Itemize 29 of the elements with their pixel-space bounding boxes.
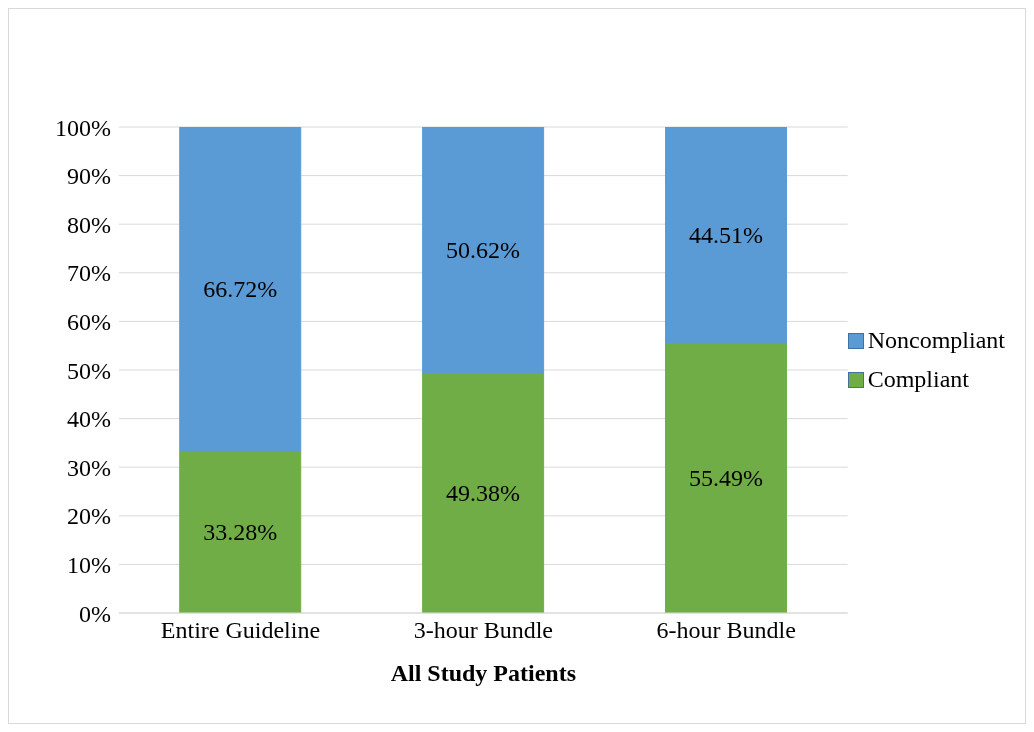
y-tick-label: 30% <box>67 454 111 481</box>
x-axis-title: All Study Patients <box>390 660 577 686</box>
y-tick-label: 10% <box>67 551 111 578</box>
y-tick-label: 60% <box>67 308 111 335</box>
legend-label: Compliant <box>867 366 970 393</box>
bar <box>665 342 788 613</box>
data-label: 66.72% <box>203 276 278 303</box>
x-tick-label: 3-hour Bundle <box>413 617 553 644</box>
bar <box>422 372 545 613</box>
data-label: 50.62% <box>446 237 521 264</box>
y-tick-label: 0% <box>79 600 111 627</box>
y-tick-label: 100% <box>55 114 111 141</box>
y-tick-label: 70% <box>67 260 111 287</box>
data-label: 33.28% <box>203 519 278 546</box>
y-tick-label: 50% <box>67 357 111 384</box>
bar <box>665 127 788 344</box>
y-tick-label: 90% <box>67 163 111 190</box>
bar <box>422 127 545 374</box>
y-tick-label: 80% <box>67 211 111 238</box>
y-tick-label: 40% <box>67 406 111 433</box>
data-label: 44.51% <box>689 222 764 249</box>
legend-label: Noncompliant <box>867 327 1005 354</box>
y-tick-label: 20% <box>67 503 111 530</box>
x-tick-label: Entire Guideline <box>160 617 321 644</box>
data-label: 55.49% <box>689 465 764 492</box>
x-tick-label: 6-hour Bundle <box>656 617 796 644</box>
bar <box>179 450 302 613</box>
data-label: 49.38% <box>446 480 521 507</box>
bar <box>179 127 302 452</box>
